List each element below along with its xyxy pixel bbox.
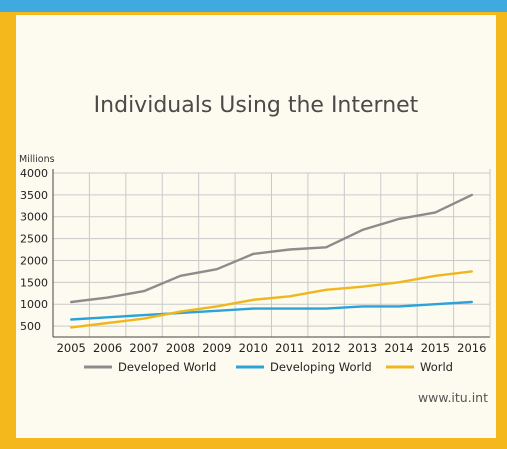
x-tick-label: 2005 — [57, 341, 86, 355]
y-tick-label: 500 — [20, 320, 41, 333]
y-tick-label: 4000 — [20, 167, 48, 180]
y-tick-label: 2000 — [20, 254, 48, 267]
series-line-developing-world — [70, 300, 473, 321]
y-tick-label: 2500 — [20, 233, 48, 246]
series-lines — [70, 193, 473, 329]
x-tick-label: 2016 — [457, 341, 486, 355]
y-tick-label: 3000 — [20, 211, 48, 224]
x-tick-label: 2011 — [275, 341, 304, 355]
x-tick-label: 2014 — [384, 341, 413, 355]
y-axis-label: Millions — [19, 154, 55, 165]
x-tick-label: 2015 — [421, 341, 450, 355]
x-tick-label: 2009 — [202, 341, 231, 355]
line-chart: 500 1000 1500 2000 2500 3000 3500 4000 2005 2006… — [19, 154, 491, 374]
legend-label: World — [420, 360, 453, 374]
x-tick-label: 2006 — [93, 341, 122, 355]
x-tick-label: 2013 — [348, 341, 377, 355]
x-tick-label: 2008 — [166, 341, 195, 355]
y-tick-label: 3500 — [20, 189, 48, 202]
legend-label: Developing World — [270, 360, 372, 374]
legend-label: Developed World — [118, 360, 216, 374]
chart-card: Individuals Using the Internet 500 1000 15… — [16, 15, 496, 438]
x-tick-label: 2012 — [311, 341, 340, 355]
grid-lines — [53, 172, 490, 337]
series-line-world — [70, 270, 473, 329]
legend: Developed World Developing World World — [84, 360, 453, 374]
axes — [52, 169, 491, 338]
x-tick-labels: 2005 2006 2007 2008 2009 2010 2011 2012 2013 2014… — [57, 341, 487, 355]
y-tick-labels: 500 1000 1500 2000 2500 3000 3500 4000 — [20, 167, 48, 333]
series-line-developed-world — [70, 193, 473, 304]
top-accent-bar — [0, 0, 507, 12]
source-credit: www.itu.int — [417, 390, 488, 405]
y-tick-label: 1000 — [20, 298, 48, 311]
x-tick-label: 2007 — [129, 341, 158, 355]
x-tick-label: 2010 — [239, 341, 268, 355]
y-tick-label: 1500 — [20, 276, 48, 289]
chart-title: Individuals Using the Internet — [93, 93, 419, 118]
